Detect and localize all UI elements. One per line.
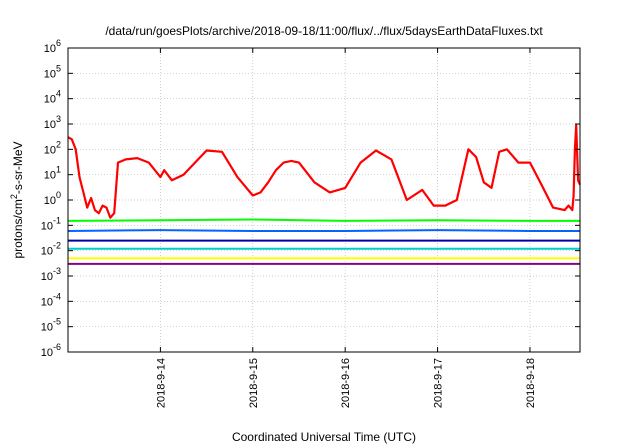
y-tick-label: 10-3 — [41, 266, 61, 283]
y-tick-labels: 10-6 10-5 10-4 10-3 10-2 10-1 100 101 102 103 104 1… — [41, 38, 61, 359]
y-tick-label: 106 — [44, 38, 61, 55]
y-tick-label: 101 — [44, 165, 61, 182]
chart-title: /data/run/goesPlots/archive/2018-09-18/1… — [105, 24, 543, 38]
y-tick-label: 100 — [44, 190, 61, 207]
series-line-0 — [67, 124, 582, 219]
y-axis-label-base: protons/cm — [11, 199, 25, 258]
grid — [68, 48, 580, 352]
x-tick-label: 2018-9-17 — [433, 358, 445, 408]
y-tick-label: 103 — [44, 114, 61, 131]
x-tick-label: 2018-9-16 — [340, 358, 352, 408]
x-tick-labels: 2018-9-14 2018-9-15 2018-9-16 2018-9-17 2018… — [155, 358, 537, 408]
y-tick-label: 10-5 — [41, 317, 61, 334]
y-tick-label: 105 — [44, 63, 61, 80]
y-tick-label: 10-1 — [41, 215, 61, 232]
y-tick-label: 102 — [44, 139, 61, 156]
series-line-1 — [67, 218, 580, 222]
x-axis-label: Coordinated Universal Time (UTC) — [232, 430, 416, 444]
y-tick-label: 10-6 — [41, 342, 61, 359]
series-line-2 — [67, 229, 580, 232]
ticks — [68, 47, 580, 353]
y-axis-label-superscript: 2 — [9, 194, 19, 199]
series-layer — [67, 124, 582, 265]
x-tick-label: 2018-9-14 — [155, 358, 167, 408]
y-axis-label: protons/cm2-s-sr-MeV — [9, 141, 25, 258]
y-tick-label: 10-4 — [41, 291, 61, 308]
y-axis-label-rest: -s-sr-MeV — [11, 141, 25, 194]
x-tick-label: 2018-9-18 — [525, 358, 537, 408]
y-tick-label: 104 — [44, 89, 61, 106]
x-tick-label: 2018-9-15 — [248, 358, 260, 408]
y-tick-label: 10-2 — [41, 241, 61, 258]
